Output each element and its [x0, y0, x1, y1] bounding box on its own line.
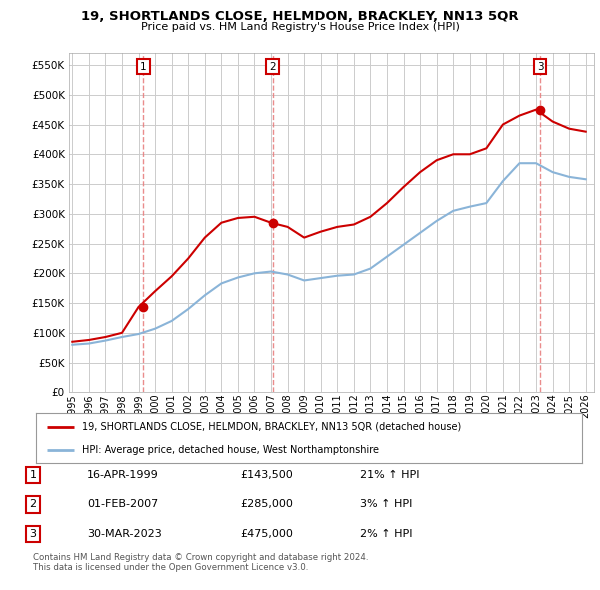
Text: Price paid vs. HM Land Registry's House Price Index (HPI): Price paid vs. HM Land Registry's House … — [140, 22, 460, 32]
Text: 1: 1 — [29, 470, 37, 480]
Text: 16-APR-1999: 16-APR-1999 — [87, 470, 159, 480]
Text: 2: 2 — [269, 61, 276, 71]
Text: 3: 3 — [29, 529, 37, 539]
Text: 3: 3 — [537, 61, 544, 71]
Text: 19, SHORTLANDS CLOSE, HELMDON, BRACKLEY, NN13 5QR (detached house): 19, SHORTLANDS CLOSE, HELMDON, BRACKLEY,… — [82, 421, 461, 431]
Text: Contains HM Land Registry data © Crown copyright and database right 2024.: Contains HM Land Registry data © Crown c… — [33, 553, 368, 562]
Text: £143,500: £143,500 — [240, 470, 293, 480]
Text: HPI: Average price, detached house, West Northamptonshire: HPI: Average price, detached house, West… — [82, 445, 379, 455]
Text: 1: 1 — [140, 61, 146, 71]
Text: 21% ↑ HPI: 21% ↑ HPI — [360, 470, 419, 480]
Text: 01-FEB-2007: 01-FEB-2007 — [87, 500, 158, 509]
Text: 19, SHORTLANDS CLOSE, HELMDON, BRACKLEY, NN13 5QR: 19, SHORTLANDS CLOSE, HELMDON, BRACKLEY,… — [81, 10, 519, 23]
Text: £285,000: £285,000 — [240, 500, 293, 509]
Text: 30-MAR-2023: 30-MAR-2023 — [87, 529, 162, 539]
Text: 2% ↑ HPI: 2% ↑ HPI — [360, 529, 413, 539]
Text: £475,000: £475,000 — [240, 529, 293, 539]
Text: This data is licensed under the Open Government Licence v3.0.: This data is licensed under the Open Gov… — [33, 563, 308, 572]
Text: 3% ↑ HPI: 3% ↑ HPI — [360, 500, 412, 509]
Text: 2: 2 — [29, 500, 37, 509]
